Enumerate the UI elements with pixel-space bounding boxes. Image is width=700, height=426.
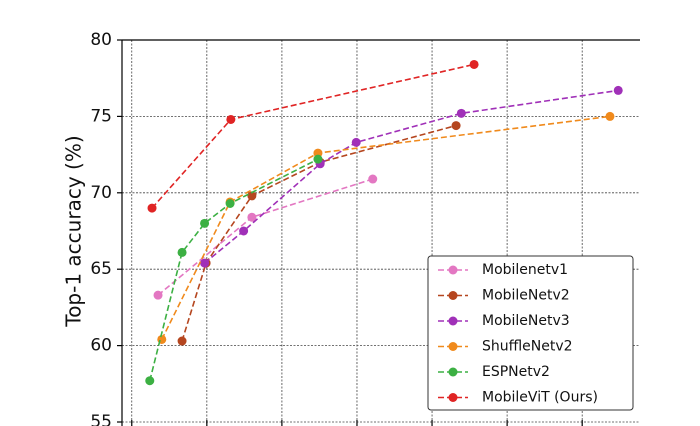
y-tick-label: 60	[90, 336, 112, 356]
series-line	[161, 115, 611, 340]
data-point	[451, 121, 461, 131]
data-point	[313, 154, 323, 164]
series-line	[151, 63, 475, 209]
data-point	[456, 108, 466, 118]
legend-label: Mobilenetv1	[482, 262, 568, 278]
data-point	[225, 198, 235, 208]
data-point	[153, 290, 163, 300]
series-line	[157, 178, 373, 296]
series-line	[204, 89, 619, 264]
legend-marker	[448, 393, 458, 402]
y-tick-label: 55	[90, 412, 112, 426]
y-tick-label: 75	[90, 106, 112, 126]
series-line	[149, 158, 319, 381]
data-point	[226, 114, 236, 124]
data-point	[145, 376, 155, 386]
legend-label: MobileNetv2	[482, 288, 570, 304]
data-point	[613, 85, 623, 95]
data-point	[147, 203, 157, 213]
legend-marker	[448, 265, 458, 275]
legend-label: ESPNetv2	[482, 364, 550, 380]
legend-box	[427, 255, 634, 411]
data-point	[177, 247, 187, 257]
data-point	[351, 137, 361, 147]
data-point	[200, 218, 210, 228]
legend-label: MobileNetv3	[482, 313, 570, 329]
y-tick-label: 80	[90, 30, 112, 50]
data-point	[247, 191, 257, 201]
data-point	[200, 258, 210, 268]
data-point	[605, 111, 615, 121]
data-point	[368, 174, 378, 184]
legend-marker	[448, 367, 458, 377]
data-point	[469, 59, 479, 69]
data-point	[177, 336, 187, 346]
data-point	[247, 212, 257, 222]
legend-marker	[448, 291, 458, 300]
y-tick-label: 70	[90, 183, 112, 203]
legend-marker	[448, 342, 458, 351]
y-axis-label: Top-1 accuracy (%)	[62, 135, 86, 327]
data-point	[239, 226, 249, 236]
legend-marker	[448, 316, 458, 326]
y-tick-label: 65	[90, 259, 112, 279]
legend-label: ShuffleNetv2	[482, 339, 573, 355]
legend-label: MobileViT (Ours)	[482, 390, 598, 406]
